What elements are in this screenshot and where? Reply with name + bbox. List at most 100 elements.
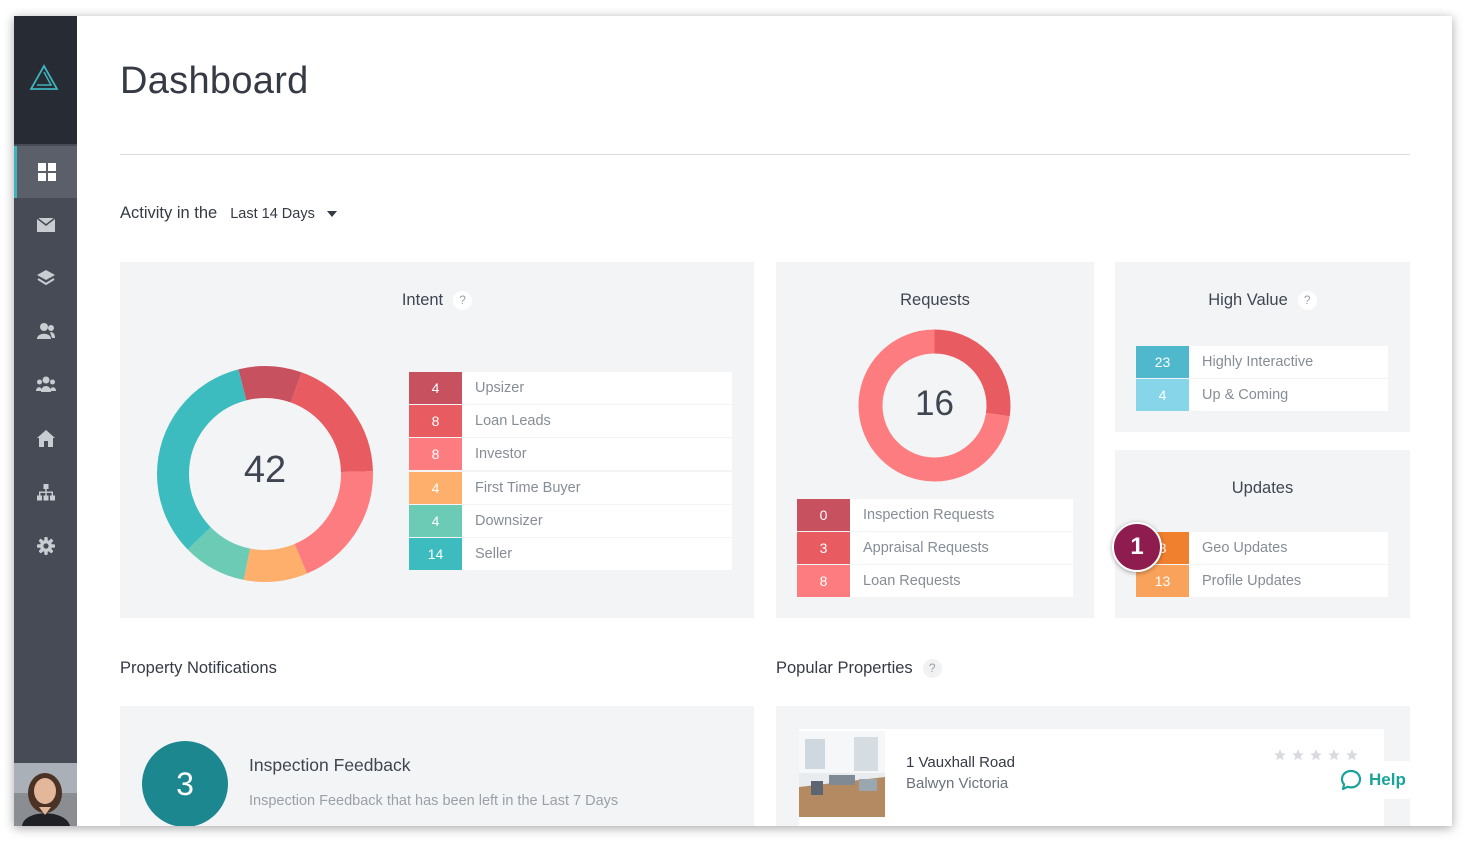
updates-title: Updates bbox=[1231, 479, 1294, 497]
app-window: Dashboard Activity in the Last 14 Days I… bbox=[14, 16, 1452, 826]
star-icon[interactable] bbox=[1309, 748, 1323, 762]
legend-row[interactable]: 3 Appraisal Requests bbox=[797, 532, 1073, 565]
popular-properties-title-row: Popular Properties? bbox=[776, 659, 942, 678]
intent-total: 42 bbox=[243, 449, 287, 491]
legend-row[interactable]: 4 Upsizer bbox=[409, 372, 732, 404]
property-card[interactable]: 1 Vauxhall Road Balwyn Victoria bbox=[799, 729, 1384, 826]
star-icon[interactable] bbox=[1345, 748, 1359, 762]
legend-value: 23 bbox=[1136, 346, 1189, 378]
nav-team[interactable] bbox=[14, 358, 77, 410]
layers-icon bbox=[36, 270, 55, 286]
help-label: Help bbox=[1369, 770, 1406, 789]
popular-properties-help-icon[interactable]: ? bbox=[922, 659, 942, 678]
legend-label: Upsizer bbox=[475, 380, 525, 396]
legend-row[interactable]: 13 Profile Updates bbox=[1136, 565, 1388, 598]
nav-settings[interactable] bbox=[14, 520, 77, 572]
legend-row[interactable]: 8 Geo Updates bbox=[1136, 532, 1388, 564]
nav-mail[interactable] bbox=[14, 199, 77, 251]
intent-help-icon[interactable]: ? bbox=[453, 291, 473, 310]
chat-bubble-icon bbox=[1340, 769, 1362, 791]
legend-row[interactable]: 23 Highly Interactive bbox=[1136, 346, 1388, 378]
high-value-help-icon[interactable]: ? bbox=[1297, 291, 1317, 310]
legend-row[interactable]: 8 Loan Requests bbox=[797, 565, 1073, 598]
star-icon[interactable] bbox=[1273, 748, 1287, 762]
step-marker-badge: 1 bbox=[1112, 522, 1162, 572]
star-icon[interactable] bbox=[1327, 748, 1341, 762]
legend-value: 8 bbox=[797, 565, 850, 598]
legend-value: 3 bbox=[797, 532, 850, 565]
legend-label: Up & Coming bbox=[1202, 387, 1289, 404]
activity-filter: Activity in the Last 14 Days bbox=[120, 204, 337, 223]
intent-donut-chart: 42 bbox=[156, 365, 374, 583]
intent-legend: 4 Upsizer 8 Loan Leads 8 Investor 4 First Time … bbox=[409, 372, 732, 571]
legend-label: Loan Leads bbox=[475, 413, 551, 430]
inspection-feedback-description: Inspection Feedback that has been left i… bbox=[249, 793, 619, 809]
legend-row[interactable]: 14 Seller bbox=[409, 537, 732, 570]
high-value-legend: 23 Highly Interactive 4 Up & Coming bbox=[1136, 346, 1388, 412]
legend-label: Downsizer bbox=[475, 512, 543, 529]
legend-row[interactable]: 4 First Time Buyer bbox=[409, 471, 732, 504]
nav-layers[interactable] bbox=[14, 252, 77, 304]
legend-label: Inspection Requests bbox=[863, 507, 995, 523]
legend-label: Geo Updates bbox=[1202, 540, 1288, 556]
legend-row[interactable]: 8 Loan Leads bbox=[409, 405, 732, 438]
requests-donut-chart: 16 bbox=[857, 328, 1012, 483]
legend-row[interactable]: 4 Downsizer bbox=[409, 504, 732, 537]
caret-down-icon bbox=[326, 210, 337, 217]
legend-label: Seller bbox=[475, 545, 513, 562]
nav-home[interactable] bbox=[14, 412, 77, 464]
legend-row[interactable]: 8 Investor bbox=[409, 438, 732, 471]
legend-value: 8 bbox=[409, 405, 462, 438]
high-value-title: High Value bbox=[1208, 291, 1288, 309]
nav-org-chart[interactable] bbox=[14, 466, 77, 518]
high-value-title-row: High Value? bbox=[1115, 291, 1410, 310]
legend-value: 14 bbox=[409, 537, 462, 570]
intent-title-row: Intent? bbox=[120, 291, 754, 310]
home-icon bbox=[36, 429, 55, 447]
nav-contacts[interactable] bbox=[14, 305, 77, 357]
updates-panel: Updates 8 Geo Updates 13 Profile Updates bbox=[1115, 450, 1410, 618]
sidebar bbox=[14, 16, 77, 826]
inspection-feedback-count[interactable]: 3 bbox=[142, 741, 228, 826]
legend-label: Investor bbox=[475, 446, 527, 463]
activity-prefix: Activity in the bbox=[120, 204, 218, 222]
requests-legend: 0 Inspection Requests 3 Appraisal Requests 8… bbox=[797, 499, 1073, 599]
period-value: Last 14 Days bbox=[230, 205, 315, 222]
inspection-feedback-heading[interactable]: Inspection Feedback bbox=[249, 755, 411, 775]
logo-area bbox=[14, 16, 77, 144]
legend-value: 0 bbox=[797, 499, 850, 531]
requests-panel: Requests 16 0 Inspection Requests 3 Apprais… bbox=[776, 262, 1094, 618]
property-notifications-title: Property Notifications bbox=[120, 659, 277, 677]
legend-label: Appraisal Requests bbox=[863, 540, 989, 557]
legend-row[interactable]: 4 Up & Coming bbox=[1136, 379, 1388, 412]
logo-icon[interactable] bbox=[29, 64, 59, 92]
donut-segment bbox=[157, 366, 373, 582]
period-dropdown[interactable]: Last 14 Days bbox=[230, 206, 337, 222]
requests-title: Requests bbox=[900, 291, 970, 309]
page-title: Dashboard bbox=[120, 60, 309, 102]
high-value-panel: High Value? 23 Highly Interactive 4 Up & Co… bbox=[1115, 262, 1410, 432]
legend-label: Profile Updates bbox=[1202, 573, 1302, 590]
property-thumbnail[interactable] bbox=[799, 731, 885, 817]
user-avatar[interactable] bbox=[14, 763, 77, 826]
property-rating[interactable] bbox=[1273, 748, 1359, 762]
donut-segment bbox=[157, 366, 373, 582]
mail-icon bbox=[36, 218, 55, 232]
legend-value: 8 bbox=[409, 438, 462, 471]
legend-row[interactable]: 0 Inspection Requests bbox=[797, 499, 1073, 531]
popular-properties-title: Popular Properties bbox=[776, 659, 913, 677]
legend-label: Loan Requests bbox=[863, 573, 961, 590]
legend-value: 4 bbox=[409, 504, 462, 537]
property-notifications-panel bbox=[120, 706, 754, 826]
team-icon bbox=[35, 376, 56, 392]
dashboard-grid-icon bbox=[38, 163, 56, 181]
main-content: Dashboard Activity in the Last 14 Days I… bbox=[77, 16, 1452, 826]
requests-total: 16 bbox=[915, 384, 954, 423]
property-suburb: Balwyn Victoria bbox=[906, 775, 1009, 792]
help-button[interactable]: Help bbox=[1336, 761, 1428, 799]
star-icon[interactable] bbox=[1291, 748, 1305, 762]
nav-dashboard[interactable] bbox=[14, 146, 77, 198]
donut-segment bbox=[858, 329, 1011, 482]
title-divider bbox=[120, 154, 1410, 155]
updates-legend: 8 Geo Updates 13 Profile Updates bbox=[1136, 532, 1388, 598]
